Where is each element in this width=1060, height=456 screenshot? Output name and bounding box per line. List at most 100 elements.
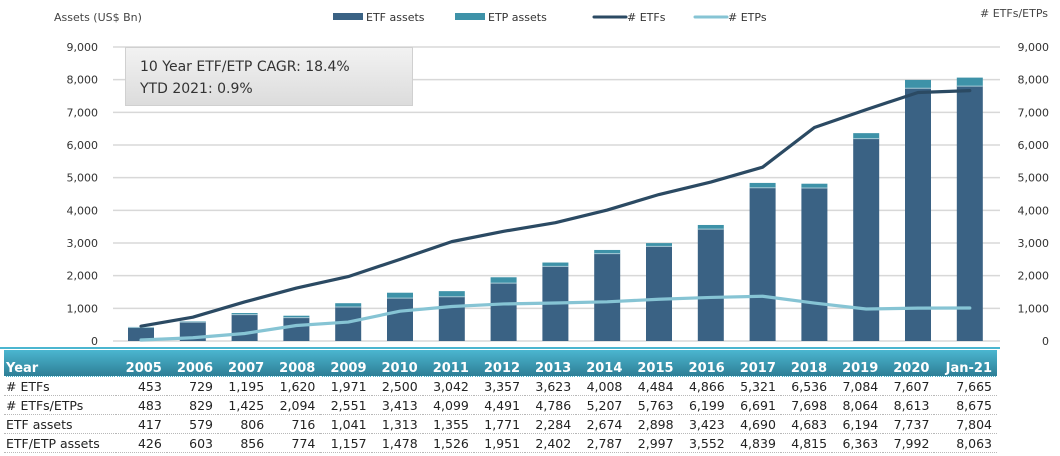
table-cell: 1,771 (473, 414, 526, 434)
bar-etf-assets (283, 317, 310, 341)
right-axis-tick: 9,000 (1018, 41, 1050, 54)
table-cell: 4,815 (780, 433, 833, 453)
table-cell: 8,063 (934, 433, 997, 453)
table-cell: 5,321 (729, 376, 781, 396)
left-axis-tick: 8,000 (67, 74, 99, 87)
table-header-cell: 2006 (166, 350, 219, 377)
table-cell: 2,997 (627, 433, 679, 453)
table-cell: 2,500 (371, 376, 423, 396)
table-cell: 806 (218, 414, 270, 434)
table-header-cell: 2012 (473, 350, 526, 377)
bar-etp-assets (438, 291, 465, 297)
table-row-label: ETF assets (4, 414, 116, 434)
bar-etp-assets (853, 133, 880, 139)
left-axis-tick: 4,000 (67, 204, 99, 217)
table-cell: 7,665 (934, 376, 997, 396)
table-cell: 2,094 (269, 395, 321, 415)
table-cell: 4,008 (576, 376, 628, 396)
table-cell: 7,737 (883, 414, 935, 434)
table-cell: 2,674 (576, 414, 628, 434)
right-axis-tick: 2,000 (1018, 270, 1050, 283)
table-header-cell: 2005 (115, 350, 167, 377)
right-axis-tick: 3,000 (1018, 237, 1050, 250)
table-cell: 2,787 (576, 433, 628, 453)
table-cell: 716 (269, 414, 321, 434)
legend-swatch-etp-assets (455, 13, 485, 20)
table-row-label: ETF/ETP assets (4, 433, 116, 453)
table-cell: 3,042 (422, 376, 474, 396)
table-cell: 1,478 (371, 433, 423, 453)
table-cell: 1,195 (218, 376, 270, 396)
bar-etf-assets (231, 314, 258, 341)
table-cell: 1,971 (320, 376, 372, 396)
legend-label-etps: # ETPs (728, 11, 767, 24)
table-header-cell: 2017 (729, 350, 781, 377)
bar-etf-assets (801, 188, 828, 341)
table-cell: 7,804 (934, 414, 997, 434)
data-table: Year 2005 2006 2007 2008 2009 2010 2011 2012 2013… (4, 350, 997, 453)
table-cell: 729 (166, 376, 219, 396)
bar-etp-assets (801, 183, 828, 189)
table-cell: 856 (218, 433, 270, 453)
left-axis-tick: 6,000 (67, 139, 99, 152)
table-header-cell: 2010 (371, 350, 423, 377)
table-cell: 8,064 (832, 395, 884, 415)
table-cell: 4,683 (780, 414, 833, 434)
table-cell: 6,194 (832, 414, 884, 434)
table-cell: 4,484 (627, 376, 679, 396)
table-header-cell: 2020 (883, 350, 935, 377)
bar-etf-assets (490, 283, 517, 341)
table-header-cell: 2014 (576, 350, 628, 377)
table-cell: 453 (115, 376, 167, 396)
table-cell: 6,691 (729, 395, 781, 415)
table-header-cell: 2019 (832, 350, 884, 377)
table-header-cell: 2009 (320, 350, 372, 377)
left-axis-title: Assets (US$ Bn) (54, 11, 142, 24)
table-cell: 4,690 (729, 414, 781, 434)
table-header-row: Year 2005 2006 2007 2008 2009 2010 2011 2012 2013… (4, 350, 997, 377)
left-axis-tick: 5,000 (67, 172, 99, 185)
table-cell: 2,284 (525, 414, 577, 434)
table-header-cell: Jan-21 (934, 350, 997, 377)
bar-etp-assets (231, 313, 258, 315)
table-cell: 1,526 (422, 433, 474, 453)
table-cell: 7,698 (780, 395, 833, 415)
right-axis-tick: 4,000 (1018, 204, 1050, 217)
right-axis-tick: 6,000 (1018, 139, 1050, 152)
right-axis-tick: 1,000 (1018, 302, 1050, 315)
table-row: ETF assets 417 579 806 716 1,041 1,313 1,355 1,7… (4, 414, 997, 434)
table-cell: 1,951 (473, 433, 526, 453)
table-cell: 2,898 (627, 414, 679, 434)
table-cell: 2,402 (525, 433, 577, 453)
legend-label-etp-assets: ETP assets (488, 11, 547, 24)
table-cell: 829 (166, 395, 219, 415)
table-cell: 3,552 (678, 433, 730, 453)
table-cell: 579 (166, 414, 219, 434)
table-cell: 6,199 (678, 395, 730, 415)
table-header-cell: 2015 (627, 350, 679, 377)
table-header-cell: 2008 (269, 350, 321, 377)
etf-growth-chart: Assets (US$ Bn) # ETFs/ETPs ETF assets E… (0, 7, 1050, 349)
legend-label-etfs: # ETFs (627, 11, 666, 24)
table-cell: 3,423 (678, 414, 730, 434)
cagr-callout: 10 Year ETF/ETP CAGR: 18.4% YTD 2021: 0.… (125, 47, 413, 106)
table-cell: 4,839 (729, 433, 781, 453)
bar-etp-assets (697, 224, 724, 230)
table-row: ETF/ETP assets 426 603 856 774 1,157 1,478 1,52… (4, 433, 997, 453)
table-cell: 3,413 (371, 395, 423, 415)
table-cell: 1,620 (269, 376, 321, 396)
left-axis-tick: 0 (91, 335, 98, 348)
bar-etp-assets (749, 182, 776, 188)
bar-etf-assets (905, 88, 931, 342)
bar-etf-assets (128, 327, 154, 341)
left-axis-tick: 7,000 (67, 106, 99, 119)
right-axis-tick: 7,000 (1018, 106, 1050, 119)
table-header-cell: 2016 (678, 350, 730, 377)
legend-swatch-etf-assets (333, 13, 363, 20)
bar-etp-assets (905, 79, 931, 89)
right-axis-tick: 0 (1042, 335, 1049, 348)
right-axis-title: # ETFs/ETPs (980, 7, 1048, 20)
bar-etf-assets (387, 298, 413, 341)
table-cell: 8,613 (883, 395, 935, 415)
bar-etf-assets (749, 187, 776, 341)
